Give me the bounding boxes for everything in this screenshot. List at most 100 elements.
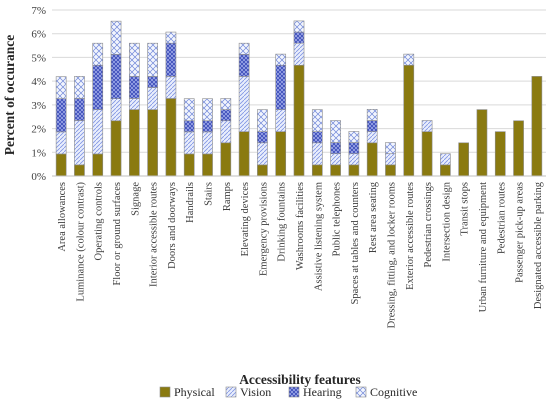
bar-segment-physical — [110, 120, 122, 177]
bar-segment-physical — [348, 164, 360, 177]
x-tick-label: Public telephones — [332, 182, 343, 256]
bar-segment-physical — [74, 164, 85, 177]
bar-segment-physical — [257, 164, 268, 177]
bar-segment-cognitive — [183, 98, 195, 122]
bar-segment-cognitive — [220, 98, 232, 110]
bar-segment-cognitive — [330, 120, 341, 143]
legend: Physical Vision Hearing Cognitive — [159, 385, 417, 399]
x-tick-label: Floor or ground surfaces — [112, 182, 123, 286]
bar-segment-vision — [257, 142, 268, 166]
y-tick-label: 1% — [31, 147, 46, 159]
bar-segment-vision — [147, 87, 158, 110]
bar-segment-hearing — [55, 98, 67, 133]
x-tick-label: Handrails — [185, 182, 196, 223]
bar-segment-vision — [275, 109, 287, 132]
bar-segment-vision — [202, 131, 213, 155]
x-tick-label: Pedestrian crossings — [423, 182, 434, 267]
bar-segment-physical — [513, 120, 524, 177]
y-tick-label: 6% — [31, 29, 46, 41]
bar-segment-cognitive — [403, 53, 415, 66]
bar-segment-vision — [238, 76, 250, 132]
bar-segment-physical — [311, 164, 323, 177]
bar-segment-physical — [531, 76, 543, 177]
x-tick-label: Emergency provisions — [258, 182, 269, 276]
x-tick-label: Ramps — [222, 182, 233, 211]
legend-label-hearing: Hearing — [303, 385, 342, 399]
bar-segment-physical — [147, 109, 158, 177]
legend-swatch-vision — [225, 386, 237, 398]
x-axis-title: Accessibility features — [239, 372, 361, 387]
x-tick-label: Washrooms facilities — [295, 182, 306, 270]
bar-segment-vision — [348, 153, 360, 166]
bar-segment-cognitive — [92, 42, 104, 66]
bar-segment-hearing — [257, 131, 268, 144]
legend-label-vision: Vision — [240, 385, 271, 399]
bar-segment-cognitive — [366, 109, 378, 121]
bar-segment-hearing — [275, 64, 287, 110]
x-tick-label: Assistive listening system — [313, 182, 324, 291]
bar-segment-vision — [311, 142, 323, 166]
y-tick-label: 2% — [31, 124, 46, 136]
bar-segment-vision — [55, 131, 67, 155]
x-tick-label: Rest area seating — [368, 181, 379, 253]
x-tick-label: Operating controls — [94, 182, 105, 260]
bar-segment-vision — [366, 131, 378, 144]
bar-segment-physical — [220, 142, 232, 177]
x-tick-label: Dressing, fitting, and locker rooms — [386, 182, 397, 328]
bar-segment-cognitive — [275, 53, 287, 66]
bar-segment-hearing — [330, 142, 341, 155]
bar-segment-cognitive — [348, 131, 360, 143]
bar-segment-cognitive — [165, 31, 177, 44]
bar-segment-physical — [458, 142, 469, 177]
bar-segment-physical — [183, 153, 195, 177]
bar-segment-cognitive — [110, 20, 122, 55]
bar-segment-hearing — [110, 54, 122, 99]
bar-segment-physical — [165, 98, 177, 177]
legend-swatch-physical — [159, 386, 171, 398]
x-tick-label: Luminance (colour contrast) — [75, 182, 86, 302]
x-tick-label: Pedestrian routes — [496, 182, 507, 254]
bar-segment-hearing — [147, 76, 158, 88]
bar-segment-cognitive — [147, 42, 158, 77]
bar-segment-cognitive — [55, 76, 67, 99]
bar-segment-physical — [476, 109, 488, 177]
bar-segment-physical — [494, 131, 506, 177]
bar-segment-vision — [385, 153, 396, 166]
bar-segment-physical — [275, 131, 287, 177]
bar-segment-hearing — [366, 120, 378, 132]
bar-segment-vision — [110, 98, 122, 122]
bar-segment-vision — [421, 120, 433, 132]
x-tick-label: Urban furniture and equipment — [478, 182, 489, 312]
bar-segment-cognitive — [385, 142, 396, 155]
x-tick-labels: Area allowances Luminance (colour contras… — [57, 181, 544, 328]
x-tick-label: Area allowances — [57, 182, 68, 252]
bar-segment-cognitive — [293, 20, 305, 33]
bar-segment-physical — [366, 142, 378, 177]
bar-segment-physical — [129, 109, 140, 177]
bar-segment-vision — [293, 42, 305, 66]
bar-segment-hearing — [183, 120, 195, 133]
bar-segment-cognitive — [74, 76, 85, 99]
bar-segment-cognitive — [238, 42, 250, 55]
bar-segment-physical — [403, 64, 415, 177]
x-tick-label: Spaces at tables and counters — [350, 182, 361, 304]
bar-segment-vision — [220, 120, 232, 144]
bar-segment-vision — [183, 131, 195, 155]
y-tick-label: 5% — [31, 52, 46, 64]
bar-segment-hearing — [92, 64, 104, 110]
bar-segment-physical — [385, 164, 396, 177]
y-tick-labels: 0% 1% 2% 3% 4% 5% 6% 7% — [31, 5, 46, 183]
bar-segment-physical — [238, 131, 250, 177]
bar-segment-physical — [202, 153, 213, 177]
bar-segment-hearing — [202, 120, 213, 133]
bar-segment-hearing — [165, 42, 177, 77]
x-tick-label: Drinking fountains — [277, 182, 288, 262]
y-tick-label: 3% — [31, 100, 46, 112]
bars — [55, 20, 543, 177]
bar-segment-hearing — [348, 142, 360, 155]
y-tick-label: 7% — [31, 5, 46, 17]
y-tick-label: 4% — [31, 76, 46, 88]
x-tick-label: Signage — [130, 182, 141, 216]
legend-swatch-hearing — [288, 386, 300, 398]
